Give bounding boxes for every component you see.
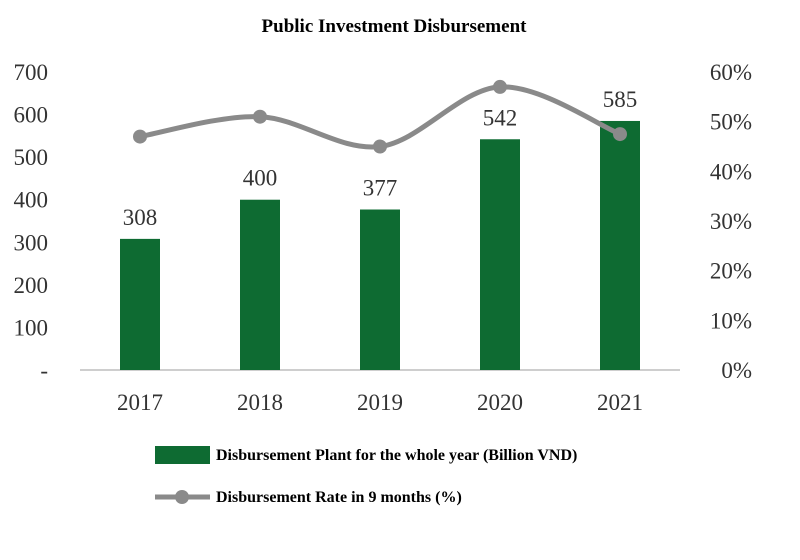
legend: Disbursement Plant for the whole year (B…: [155, 446, 577, 506]
rate-point-2019: [373, 139, 387, 154]
bar-2020: [480, 139, 520, 370]
bar-data-label: 377: [363, 176, 398, 201]
y-left-tick-label: 600: [14, 103, 49, 128]
y-left-tick-label: -: [40, 358, 48, 383]
bar-2018: [240, 199, 280, 370]
x-tick-label: 2020: [477, 390, 523, 415]
y-right-tick-label: 20%: [710, 259, 752, 284]
plot-area: - 100 200 300 400 500 600 700 0% 10% 20% 30% 40% 50% 6…: [14, 60, 753, 415]
x-tick-label: 2021: [597, 390, 643, 415]
y-left-tick-label: 700: [14, 60, 49, 85]
x-tick-label: 2017: [117, 390, 163, 415]
y-right-tick-label: 50%: [710, 110, 752, 135]
y-left-tick-label: 200: [14, 273, 49, 298]
rate-point-2018: [253, 109, 267, 124]
y-left-tick-label: 400: [14, 188, 49, 213]
bar-data-label: 400: [243, 166, 278, 191]
x-tick-label: 2018: [237, 390, 283, 415]
bar-data-label: 308: [123, 205, 158, 230]
y-left-tick-label: 100: [14, 315, 49, 340]
rate-point-2017: [133, 129, 147, 144]
legend-bar-label: Disbursement Plant for the whole year (B…: [216, 447, 577, 464]
rate-point-2020: [493, 79, 507, 94]
bar-2019: [360, 209, 400, 370]
y-right-tick-label: 10%: [710, 308, 752, 333]
chart-title: Public Investment Disbursement: [262, 16, 528, 37]
legend-line-marker: [175, 490, 189, 504]
y-right-tick-label: 30%: [710, 209, 752, 234]
rate-line: [139, 84, 621, 150]
bar-data-label: 542: [483, 105, 518, 130]
x-tick-label: 2019: [357, 390, 403, 415]
bar-data-label: 585: [603, 87, 638, 112]
bar-2017: [120, 238, 160, 370]
y-left-tick-label: 500: [14, 145, 49, 170]
y-right-tick-label: 60%: [710, 60, 752, 85]
y-left-tick-label: 300: [14, 230, 49, 255]
rate-point-2021: [613, 127, 627, 142]
y-right-tick-label: 0%: [721, 358, 752, 383]
legend-bar-swatch: [155, 446, 210, 464]
bar-2021: [600, 120, 640, 370]
y-right-tick-label: 40%: [710, 159, 752, 184]
legend-line-label: Disbursement Rate in 9 months (%): [216, 489, 462, 506]
